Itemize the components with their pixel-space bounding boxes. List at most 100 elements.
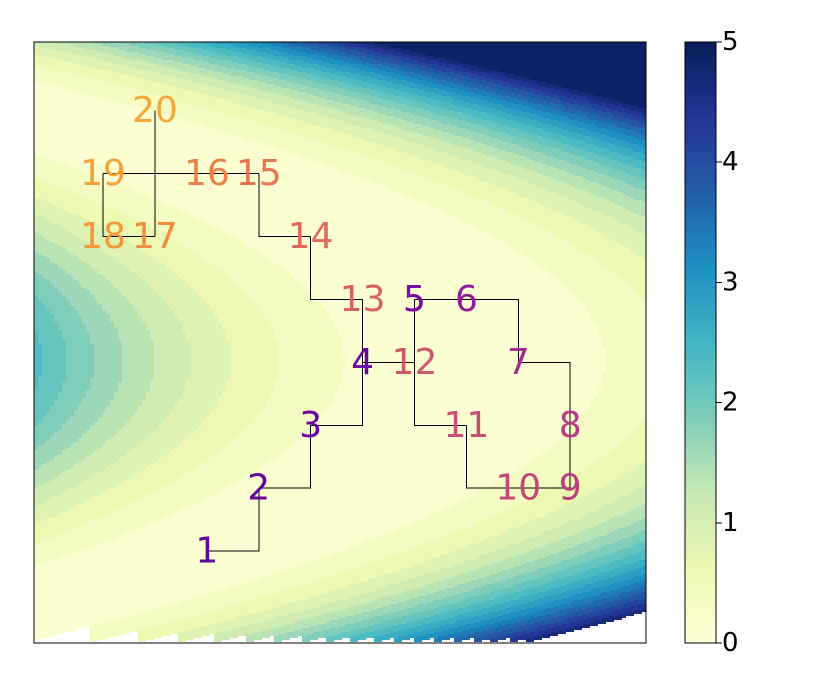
colorbar-cell — [685, 538, 716, 544]
contour-band — [338, 88, 342, 94]
contour-band — [134, 52, 138, 60]
contour-band — [106, 208, 110, 230]
contour-band — [414, 78, 418, 84]
path-step — [413, 362, 467, 426]
contour-band — [594, 114, 598, 120]
contour-band — [330, 42, 334, 46]
contour-band — [66, 530, 70, 556]
contour-band — [626, 226, 630, 248]
contour-band — [134, 274, 138, 310]
contour-band — [474, 88, 478, 94]
contour-band — [422, 110, 426, 118]
contour-band — [622, 574, 626, 580]
contour-band — [610, 218, 614, 240]
contour-band — [306, 62, 310, 68]
contour-band — [230, 134, 234, 236]
colorbar-cell — [685, 438, 716, 444]
contour-band — [614, 138, 618, 146]
colorbar-cell — [685, 54, 716, 59]
contour-band — [434, 182, 438, 208]
contour-band — [418, 612, 422, 620]
contour-band — [454, 616, 458, 622]
contour-band — [42, 464, 46, 484]
contour-band — [482, 540, 486, 554]
contour-band — [606, 200, 610, 216]
contour-band — [242, 78, 246, 86]
contour-band — [502, 106, 506, 112]
contour-band — [546, 176, 550, 190]
contour-band — [374, 132, 378, 144]
contour-band — [466, 572, 470, 582]
contour-band — [534, 186, 538, 202]
contour-band — [114, 260, 118, 288]
contour-band — [58, 42, 62, 44]
contour-band — [190, 506, 194, 598]
contour-band — [538, 226, 542, 266]
contour-band — [98, 274, 102, 304]
contour-band — [550, 488, 554, 512]
contour-band — [582, 554, 586, 562]
contour-band — [242, 244, 246, 292]
contour-band — [258, 310, 262, 412]
contour-band — [294, 630, 298, 638]
contour-band — [178, 620, 182, 632]
contour-band — [446, 186, 450, 214]
contour-band — [498, 118, 502, 124]
contour-band — [410, 42, 414, 52]
colorbar-tick-label: 5 — [722, 27, 739, 57]
contour-band — [410, 524, 414, 548]
contour-band — [458, 84, 462, 90]
point-label: 8 — [559, 405, 582, 446]
contour-band — [170, 60, 174, 68]
contour-band — [170, 270, 174, 310]
contour-band — [602, 198, 606, 214]
contour-band — [58, 474, 62, 494]
contour-band — [594, 582, 598, 588]
contour-band — [558, 540, 562, 552]
contour-band — [618, 170, 622, 180]
contour-band — [434, 106, 438, 114]
contour-band — [278, 86, 282, 94]
contour-band — [462, 42, 466, 64]
contour-band — [626, 118, 630, 124]
colorbar-frame — [684, 41, 717, 644]
contour-band — [258, 598, 262, 612]
contour-band — [386, 614, 390, 620]
contour-band — [530, 42, 534, 80]
contour-band — [426, 574, 430, 584]
contour-band — [478, 578, 482, 588]
contour-band — [386, 586, 390, 596]
contour-band — [230, 68, 234, 76]
contour-band — [98, 448, 102, 472]
contour-band — [210, 410, 214, 456]
contour-band — [430, 558, 434, 572]
contour-band — [394, 78, 398, 84]
contour-band — [626, 548, 630, 556]
contour-band — [502, 90, 506, 96]
contour-band — [62, 382, 66, 424]
contour-band — [46, 500, 50, 518]
contour-band — [286, 604, 290, 614]
contour-band — [414, 620, 418, 626]
contour-band — [90, 222, 94, 244]
contour-band — [450, 64, 454, 68]
contour-band — [594, 600, 598, 606]
contour-band — [570, 98, 574, 104]
contour-band — [542, 86, 546, 92]
contour-band — [258, 124, 262, 142]
contour-band — [386, 66, 390, 72]
contour-band — [598, 606, 602, 610]
contour-band — [518, 110, 522, 116]
contour-band — [46, 182, 50, 202]
contour-band — [186, 80, 190, 90]
contour-band — [518, 80, 522, 86]
colorbar-cell — [685, 310, 716, 315]
colorbar-cell — [685, 278, 716, 283]
contour-band — [82, 324, 86, 398]
contour-band — [542, 532, 546, 546]
contour-band — [54, 400, 58, 432]
contour-band — [462, 574, 466, 584]
contour-band — [354, 60, 358, 64]
contour-band — [378, 616, 382, 624]
contour-band — [42, 238, 46, 256]
